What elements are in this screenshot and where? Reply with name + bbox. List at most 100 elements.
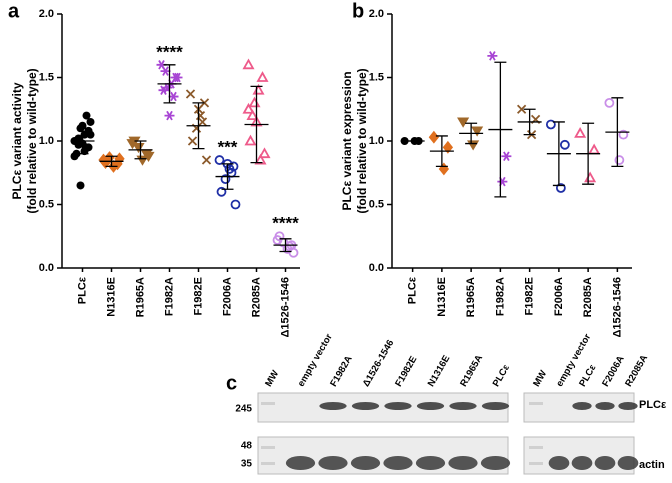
- x-tick-label: N1316E: [436, 277, 448, 317]
- data-point: [497, 176, 508, 187]
- error-bar: [250, 85, 263, 164]
- error-bar: [552, 121, 565, 187]
- data-point: [588, 143, 601, 155]
- error-bar: [134, 140, 147, 160]
- x-tick-label: F1982E: [192, 277, 204, 316]
- x-tick-label: R2085A: [582, 277, 594, 317]
- error-bar: [494, 61, 507, 198]
- data-point: [185, 89, 196, 99]
- data-point: [164, 110, 175, 121]
- band: [319, 402, 347, 410]
- data-point: [160, 66, 171, 76]
- mw-ladder: [529, 462, 543, 465]
- row-label: actin: [639, 459, 665, 471]
- y-tick-label: 0.5: [369, 198, 384, 210]
- data-point: [604, 98, 615, 108]
- band: [480, 456, 511, 470]
- data-point: [559, 139, 570, 150]
- mw-ladder: [529, 446, 543, 449]
- band: [618, 402, 638, 410]
- x-tick-label: Δ1526-1546: [279, 277, 291, 338]
- band: [594, 456, 616, 470]
- data-point: [467, 140, 480, 151]
- y-tick-label: 1.0: [39, 135, 54, 147]
- band: [384, 402, 412, 410]
- y-axis-label: PLCε variant expression: [340, 71, 354, 210]
- data-point: [158, 85, 169, 95]
- data-point: [584, 171, 597, 183]
- data-point: [82, 143, 91, 152]
- row-label: PLCε: [639, 399, 667, 411]
- band: [449, 402, 477, 410]
- data-point: [574, 127, 587, 138]
- data-point: [136, 155, 149, 166]
- data-point: [545, 119, 556, 130]
- data-point: [274, 231, 285, 242]
- lane-label: N1316E: [426, 354, 453, 389]
- band: [351, 402, 380, 410]
- x-tick-label: F1982A: [163, 277, 175, 316]
- data-point: [220, 174, 231, 185]
- x-tick-label: F2006A: [221, 277, 233, 316]
- mw-ladder: [261, 446, 275, 449]
- data-point: [254, 153, 267, 165]
- y-tick-label: 1.0: [369, 135, 384, 147]
- x-tick-label: F1982E: [524, 277, 536, 316]
- y-axis-label: (fold relative to wild-type): [355, 68, 369, 213]
- data-point: [614, 155, 625, 165]
- data-point: [256, 71, 269, 82]
- y-axis-label: (fold relative to wild-type): [25, 68, 39, 213]
- lane-label: MW: [531, 369, 549, 389]
- data-point: [501, 151, 512, 161]
- band: [285, 456, 316, 470]
- significance: ****: [156, 42, 183, 61]
- x-tick-label: R1965A: [134, 277, 146, 317]
- y-tick-label: 1.5: [39, 71, 54, 83]
- data-point: [214, 155, 225, 165]
- y-axis-label: PLCε variant activity: [10, 82, 24, 199]
- band: [350, 456, 381, 470]
- x-tick-label: F1982A: [494, 277, 506, 316]
- band: [416, 402, 445, 410]
- error-bar: [192, 102, 205, 150]
- data-point: [82, 111, 91, 120]
- data-point: [168, 91, 179, 102]
- band: [318, 456, 348, 470]
- error-bar: [465, 122, 478, 145]
- x-tick-label: PLCε: [76, 276, 88, 304]
- data-point: [618, 129, 629, 140]
- data-point: [86, 130, 95, 139]
- x-tick-label: PLCε: [407, 276, 419, 304]
- panel-label: a: [8, 0, 20, 22]
- band: [383, 456, 413, 470]
- data-point: [242, 102, 255, 114]
- data-point: [142, 151, 155, 162]
- x-tick-label: Δ1526-1546: [611, 277, 623, 338]
- y-tick-label: 0.5: [39, 198, 54, 210]
- band: [572, 402, 592, 410]
- mw-label: 48: [241, 441, 253, 452]
- data-point: [471, 126, 484, 137]
- error-bar: [279, 238, 292, 253]
- data-point: [172, 72, 183, 83]
- y-tick-label: 1.5: [369, 71, 384, 83]
- data-point: [487, 51, 498, 61]
- data-point: [555, 183, 566, 193]
- data-point: [457, 117, 470, 128]
- data-point: [244, 134, 257, 146]
- data-point: [76, 181, 85, 190]
- data-point: [442, 140, 454, 154]
- lane-label: Δ1526-1546: [361, 338, 397, 389]
- data-point: [216, 186, 227, 197]
- lane-label: MW: [263, 369, 281, 389]
- mw-ladder: [261, 462, 275, 465]
- data-point: [516, 104, 527, 114]
- x-tick-label: R1965A: [465, 277, 477, 317]
- mw-label: 35: [241, 459, 253, 470]
- x-tick-label: R2085A: [250, 277, 262, 317]
- mw-label: 245: [235, 404, 252, 415]
- y-tick-label: 2.0: [39, 8, 54, 20]
- band: [595, 402, 615, 410]
- error-bar: [435, 135, 448, 168]
